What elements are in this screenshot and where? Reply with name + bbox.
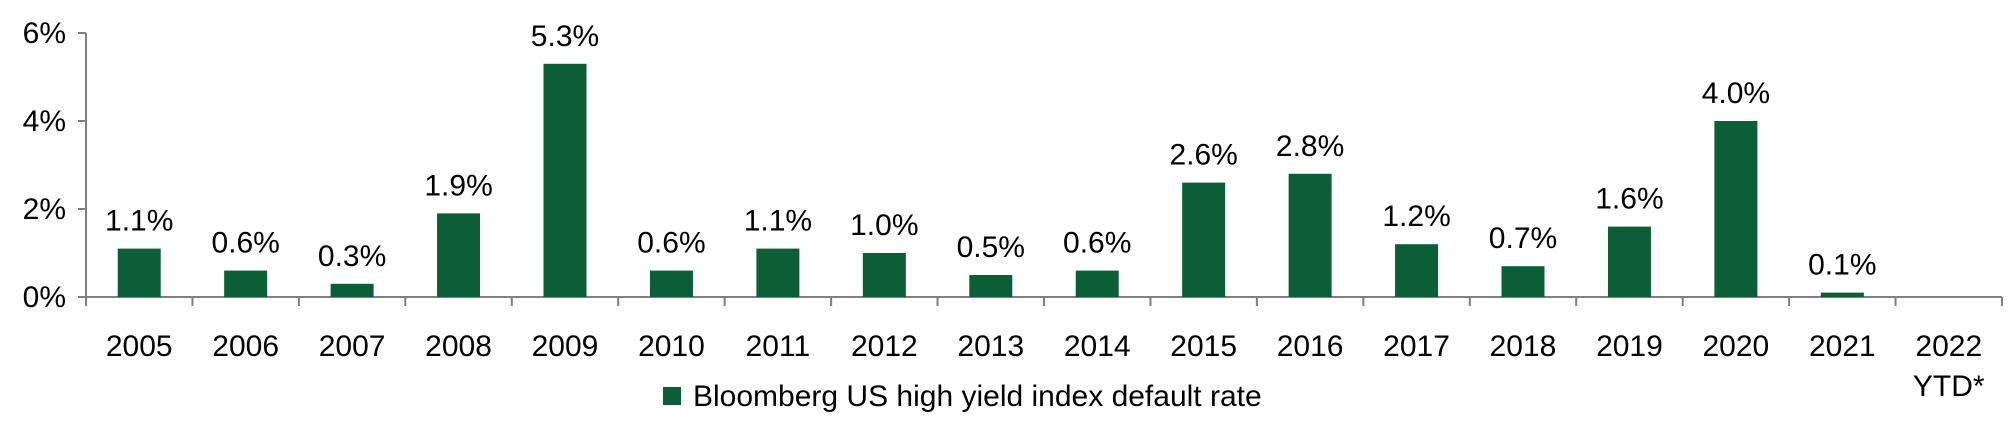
x-tick-label: 2017 <box>1383 330 1450 363</box>
x-tick-label: 2005 <box>106 330 173 363</box>
x-tick-label: 2021 <box>1809 330 1876 363</box>
x-tick-label: 2007 <box>319 330 386 363</box>
bar <box>1182 182 1226 297</box>
x-tick-label: 2019 <box>1596 330 1663 363</box>
data-label: 4.0% <box>1702 77 1770 110</box>
x-tick-label: 2008 <box>425 330 492 363</box>
x-tick-label: 2006 <box>212 330 279 363</box>
x-tick-label: 2014 <box>1064 330 1131 363</box>
bar <box>1075 270 1119 297</box>
data-label: 0.6% <box>211 227 279 260</box>
x-tick-label: 2010 <box>638 330 705 363</box>
x-tick-label: 2020 <box>1703 330 1770 363</box>
bar <box>649 270 693 297</box>
data-label: 0.1% <box>1808 249 1876 282</box>
data-label: 2.8% <box>1276 130 1344 163</box>
data-label: 2.6% <box>1169 139 1237 172</box>
data-label: 1.0% <box>850 209 918 242</box>
data-labels: 1.1% 0.6% 0.3% 1.9% 5.3% 0.6% 1.1% 1.0% 0.5% 0.6%… <box>105 20 1877 282</box>
bar-series <box>117 63 1864 297</box>
x-tick-label: 2018 <box>1490 330 1557 363</box>
bar <box>224 270 268 297</box>
data-label: 0.6% <box>637 227 705 260</box>
bar <box>437 213 481 297</box>
data-label: 1.6% <box>1595 183 1663 216</box>
bar <box>117 248 161 297</box>
bar <box>1607 226 1651 297</box>
x-tick-label: 2009 <box>532 330 599 363</box>
data-label: 0.3% <box>318 240 386 273</box>
data-label: 5.3% <box>531 20 599 53</box>
x-tick-label: 2012 <box>851 330 918 363</box>
x-axis: 2005 2006 2007 2008 2009 2010 2011 2012 2013 2014… <box>85 296 2003 403</box>
bar <box>756 248 800 297</box>
x-tick-label: 2011 <box>746 330 811 363</box>
bar <box>862 253 906 297</box>
y-tick-label: 4% <box>23 105 66 138</box>
y-tick-label: 2% <box>23 193 66 226</box>
data-label: 1.2% <box>1382 200 1450 233</box>
x-tick-label: 2015 <box>1170 330 1237 363</box>
bar <box>1288 173 1332 297</box>
x-tick-label: 2016 <box>1277 330 1344 363</box>
data-label: 0.6% <box>1063 227 1131 260</box>
bar <box>1714 121 1758 297</box>
legend-swatch <box>663 387 681 405</box>
bar <box>1820 292 1864 297</box>
bar <box>1501 266 1545 297</box>
data-label: 1.1% <box>105 205 173 238</box>
bar <box>330 283 374 297</box>
bar <box>543 63 587 297</box>
legend-label: Bloomberg US high yield index default ra… <box>693 380 1262 413</box>
data-label: 1.9% <box>424 169 492 202</box>
x-tick-label: 2022 YTD* <box>1913 330 1985 403</box>
bar <box>1395 244 1439 297</box>
y-tick-label: 6% <box>23 17 66 50</box>
y-tick-label: 0% <box>23 281 66 314</box>
data-label: 0.7% <box>1489 222 1557 255</box>
y-axis: 0% 2% 4% 6% <box>23 17 87 314</box>
x-tick-label: 2013 <box>957 330 1024 363</box>
data-label: 0.5% <box>957 231 1025 264</box>
bar <box>969 275 1013 297</box>
data-label: 1.1% <box>744 205 812 238</box>
legend: Bloomberg US high yield index default ra… <box>663 380 1262 413</box>
